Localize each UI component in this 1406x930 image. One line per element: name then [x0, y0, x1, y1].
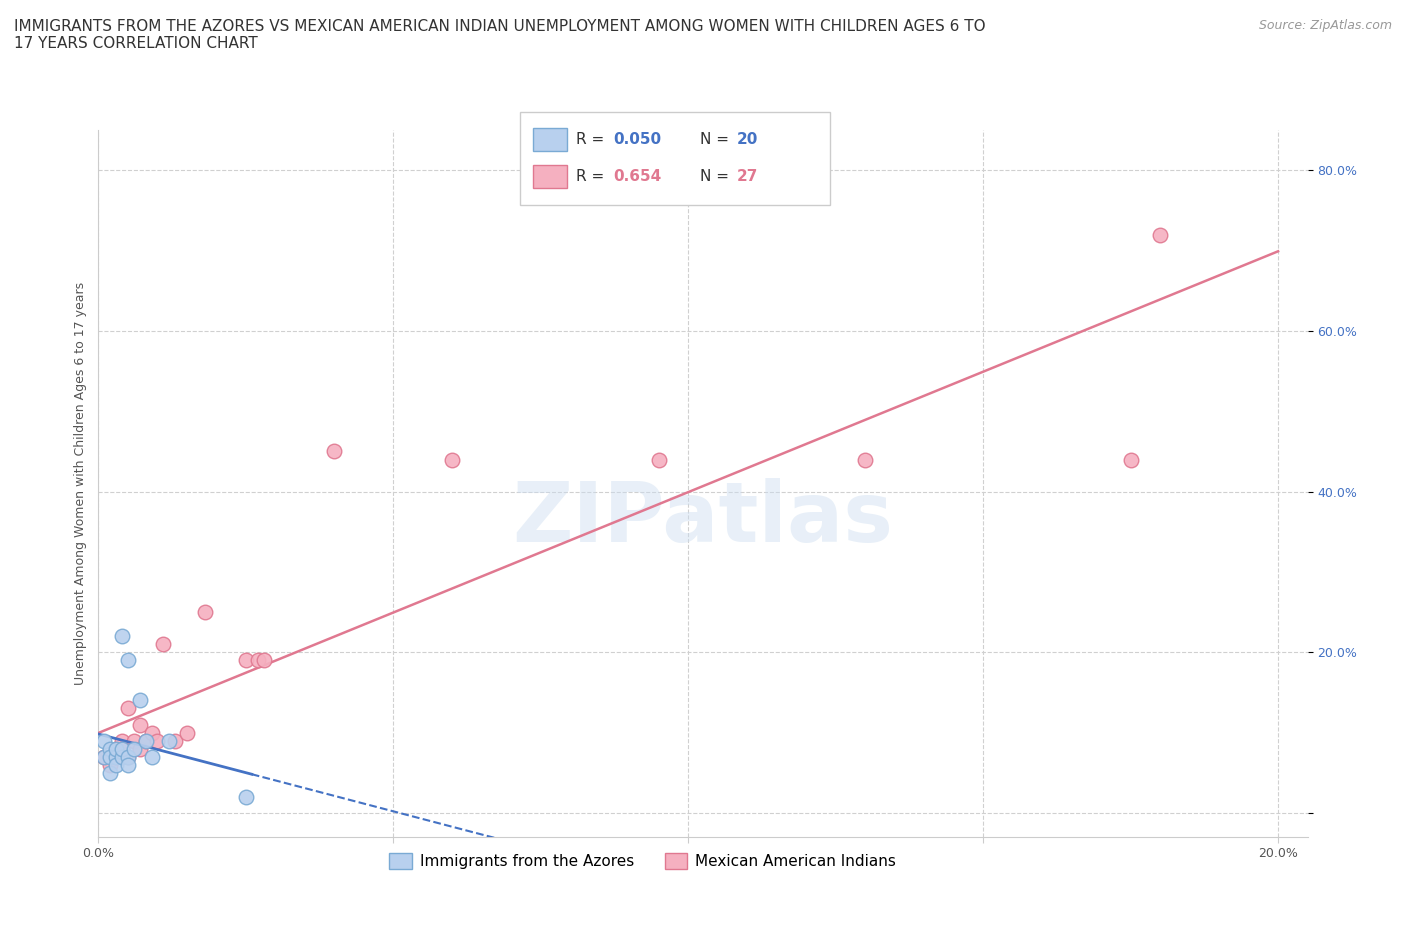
Point [141, 750, 163, 764]
Text: IMMIGRANTS FROM THE AZORES VS MEXICAN AMERICAN INDIAN UNEMPLOYMENT AMONG WOMEN W: IMMIGRANTS FROM THE AZORES VS MEXICAN AM… [14, 19, 986, 51]
Point [648, 452, 671, 467]
Point [93, 733, 115, 748]
Text: ZIPatlas: ZIPatlas [513, 478, 893, 560]
Point [323, 444, 346, 458]
Bar [533, 166, 567, 189]
Point [135, 733, 157, 748]
Text: 20: 20 [737, 132, 758, 147]
Point [117, 750, 139, 764]
Point [111, 629, 134, 644]
Point [235, 790, 257, 804]
Point [111, 733, 134, 748]
Point [105, 741, 128, 756]
Point [246, 653, 269, 668]
Point [98, 765, 121, 780]
Point [176, 725, 198, 740]
Point [105, 750, 128, 764]
Point [128, 741, 150, 756]
Point [1119, 452, 1142, 467]
Point [98, 757, 121, 772]
Text: 0.050: 0.050 [613, 132, 661, 147]
Point [157, 733, 180, 748]
Bar [533, 128, 567, 152]
Point [152, 637, 174, 652]
Point [141, 725, 163, 740]
Point [135, 733, 157, 748]
Point [128, 717, 150, 732]
Point [165, 733, 187, 748]
Text: R =: R = [576, 132, 609, 147]
Point [98, 750, 121, 764]
Point [117, 653, 139, 668]
FancyBboxPatch shape [520, 112, 830, 205]
Point [117, 757, 139, 772]
Legend: Immigrants from the Azores, Mexican American Indians: Immigrants from the Azores, Mexican Amer… [382, 847, 903, 875]
Point [111, 741, 134, 756]
Point [105, 750, 128, 764]
Text: R =: R = [576, 169, 609, 184]
Y-axis label: Unemployment Among Women with Children Ages 6 to 17 years: Unemployment Among Women with Children A… [75, 282, 87, 685]
Point [122, 733, 145, 748]
Text: Source: ZipAtlas.com: Source: ZipAtlas.com [1258, 19, 1392, 32]
Text: N =: N = [700, 132, 734, 147]
Point [252, 653, 274, 668]
Text: 27: 27 [737, 169, 758, 184]
Point [146, 733, 169, 748]
Point [105, 741, 128, 756]
Point [128, 693, 150, 708]
Point [105, 757, 128, 772]
Point [98, 741, 121, 756]
Point [117, 750, 139, 764]
Point [117, 701, 139, 716]
Point [93, 750, 115, 764]
Point [235, 653, 257, 668]
Point [441, 452, 464, 467]
Point [122, 741, 145, 756]
Point [111, 750, 134, 764]
Point [1149, 227, 1171, 242]
Point [93, 750, 115, 764]
Point [194, 604, 217, 619]
Point [111, 741, 134, 756]
Text: 0.654: 0.654 [613, 169, 661, 184]
Point [853, 452, 876, 467]
Text: N =: N = [700, 169, 734, 184]
